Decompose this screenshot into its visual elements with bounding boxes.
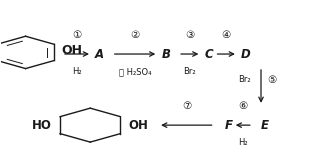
Text: H₂: H₂ [238,138,247,147]
Text: OH: OH [128,119,148,132]
Text: OH: OH [61,44,82,57]
Text: F: F [224,119,232,132]
Text: 浓 H₂SO₄: 浓 H₂SO₄ [119,67,151,76]
Text: ①: ① [72,30,82,40]
Text: D: D [241,48,251,60]
Text: Br₂: Br₂ [183,67,196,76]
Text: ⑦: ⑦ [182,101,191,111]
Text: A: A [95,48,104,60]
Text: Br₂: Br₂ [238,75,251,84]
Text: B: B [162,48,170,60]
Text: E: E [261,119,269,132]
Text: ⑤: ⑤ [268,75,277,85]
Text: ③: ③ [185,30,194,40]
Text: ⑥: ⑥ [238,101,247,111]
Text: ②: ② [131,30,140,40]
Text: C: C [205,48,213,60]
Text: HO: HO [32,119,52,132]
Text: H₂: H₂ [72,67,82,76]
Text: ④: ④ [221,30,231,40]
